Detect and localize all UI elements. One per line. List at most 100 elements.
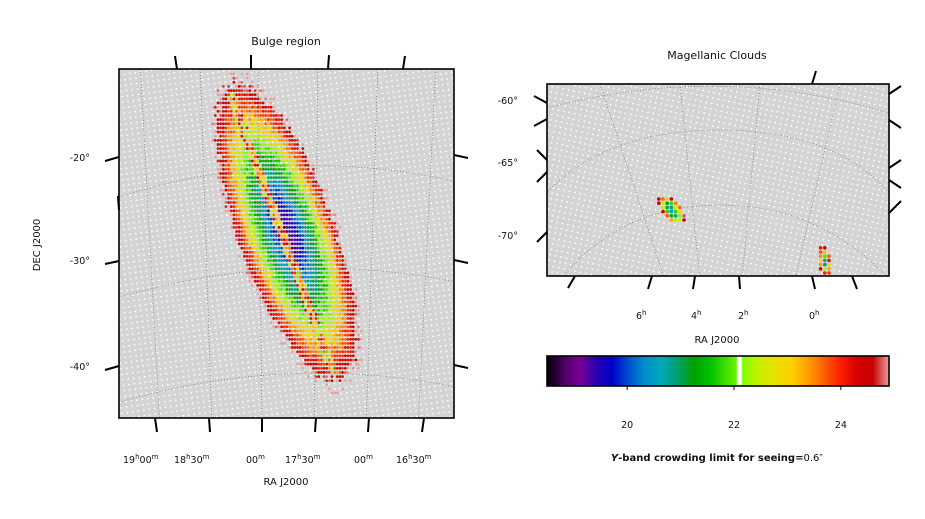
bulge-crowding-point [277,304,281,308]
bulge-crowding-point [269,101,273,105]
bulge-crowding-point [227,85,230,88]
bulge-crowding-point [243,122,246,126]
bulge-crowding-point [351,296,355,300]
bulge-crowding-point [213,105,217,109]
bulge-crowding-point [320,337,323,341]
bulge-crowding-point [328,213,331,217]
bulge-crowding-point [282,308,286,312]
bulge-crowding-point [306,221,310,225]
bulge-crowding-point [237,89,241,92]
bulge-crowding-point [309,329,313,333]
bulge-crowding-point [277,217,281,221]
bulge-crowding-point [232,184,236,188]
bulge-crowding-point [274,217,278,221]
bulge-crowding-point [306,242,310,246]
bulge-crowding-point [304,354,307,358]
bulge-crowding-point [245,238,249,242]
bulge-crowding-point [335,279,339,283]
magellanic-ytick-label: -60° [498,96,518,107]
bulge-crowding-point [227,163,230,167]
bulge-crowding-point [306,255,310,258]
bulge-crowding-point [309,321,313,325]
bulge-crowding-point [248,255,252,258]
bulge-crowding-point [298,250,302,254]
bulge-crowding-point [346,292,350,296]
bulge-crowding-point [312,230,315,233]
bulge-crowding-point [328,358,331,362]
bulge-crowding-point [232,80,236,84]
bulge-crowding-point [309,354,313,358]
bulge-crowding-point [227,122,230,126]
bulge-crowding-point [317,279,321,283]
bulge-crowding-point [314,366,318,370]
bulge-crowding-point [280,296,283,300]
bulge-crowding-point [298,308,302,312]
bulge-crowding-point [293,163,297,167]
bulge-crowding-point [227,109,230,113]
bulge-crowding-point [301,176,305,179]
bulge-crowding-point [251,109,254,113]
bulge-crowding-point [309,288,313,291]
bulge-crowding-point [243,205,246,208]
bulge-crowding-point [269,263,273,267]
bulge-crowding-point [357,325,360,329]
bulge-crowding-point [325,313,329,316]
bulge-crowding-point [272,167,276,171]
bulge-crowding-point [243,101,246,105]
bulge-crowding-point [328,234,331,237]
bulge-crowding-point [333,259,337,262]
bulge-crowding-point [306,275,310,279]
bulge-crowding-point [330,221,334,225]
bulge-crowding-point [229,105,233,109]
bulge-crowding-point [320,292,323,296]
bulge-crowding-point [224,159,228,163]
bulge-crowding-point [240,97,244,101]
bulge-crowding-point [293,308,297,312]
bulge-crowding-point [314,230,318,233]
bulge-ylabel: DEC J2000 [32,219,43,272]
bulge-crowding-point [272,159,276,163]
bulge-crowding-point [285,151,289,155]
bulge-crowding-point [282,130,286,134]
bulge-crowding-point [330,226,334,229]
bulge-crowding-point [245,230,249,233]
lmc-crowding-point [682,218,686,222]
bulge-crowding-point [349,300,352,304]
bulge-crowding-point [259,126,262,130]
bulge-crowding-point [296,226,299,229]
bulge-crowding-point [320,230,323,233]
bulge-crowding-point [288,163,291,167]
bulge-crowding-point [328,366,331,370]
bulge-crowding-point [259,114,262,117]
bulge-crowding-point [304,304,307,308]
bulge-crowding-point [274,118,278,121]
bulge-crowding-point [346,329,350,333]
bulge-crowding-point [259,151,262,155]
bulge-crowding-point [304,184,307,188]
bulge-crowding-point [280,163,283,167]
bulge-crowding-point [235,143,238,146]
bulge-crowding-point [264,134,268,138]
bulge-crowding-point [264,105,268,109]
bulge-crowding-point [232,101,236,105]
bulge-crowding-point [248,163,252,167]
bulge-crowding-point [253,230,257,233]
bulge-crowding-point [274,188,278,192]
bulge-crowding-point [309,308,313,312]
bulge-crowding-point [256,184,260,188]
bulge-crowding-point [269,109,273,113]
bulge-crowding-point [251,159,254,163]
bulge-crowding-point [296,176,299,179]
bulge-crowding-point [285,271,289,275]
bulge-crowding-point [314,346,318,349]
bulge-crowding-point [312,325,315,329]
bulge-crowding-point [227,159,230,163]
bulge-crowding-point [251,151,254,155]
bulge-crowding-point [328,209,331,213]
bulge-crowding-point [301,250,305,254]
bulge-crowding-point [330,213,334,217]
bulge-crowding-point [285,172,289,175]
bulge-crowding-point [349,342,352,345]
bulge-crowding-point [267,234,270,237]
magellanic-panel: Magellanic Clouds [498,49,902,346]
